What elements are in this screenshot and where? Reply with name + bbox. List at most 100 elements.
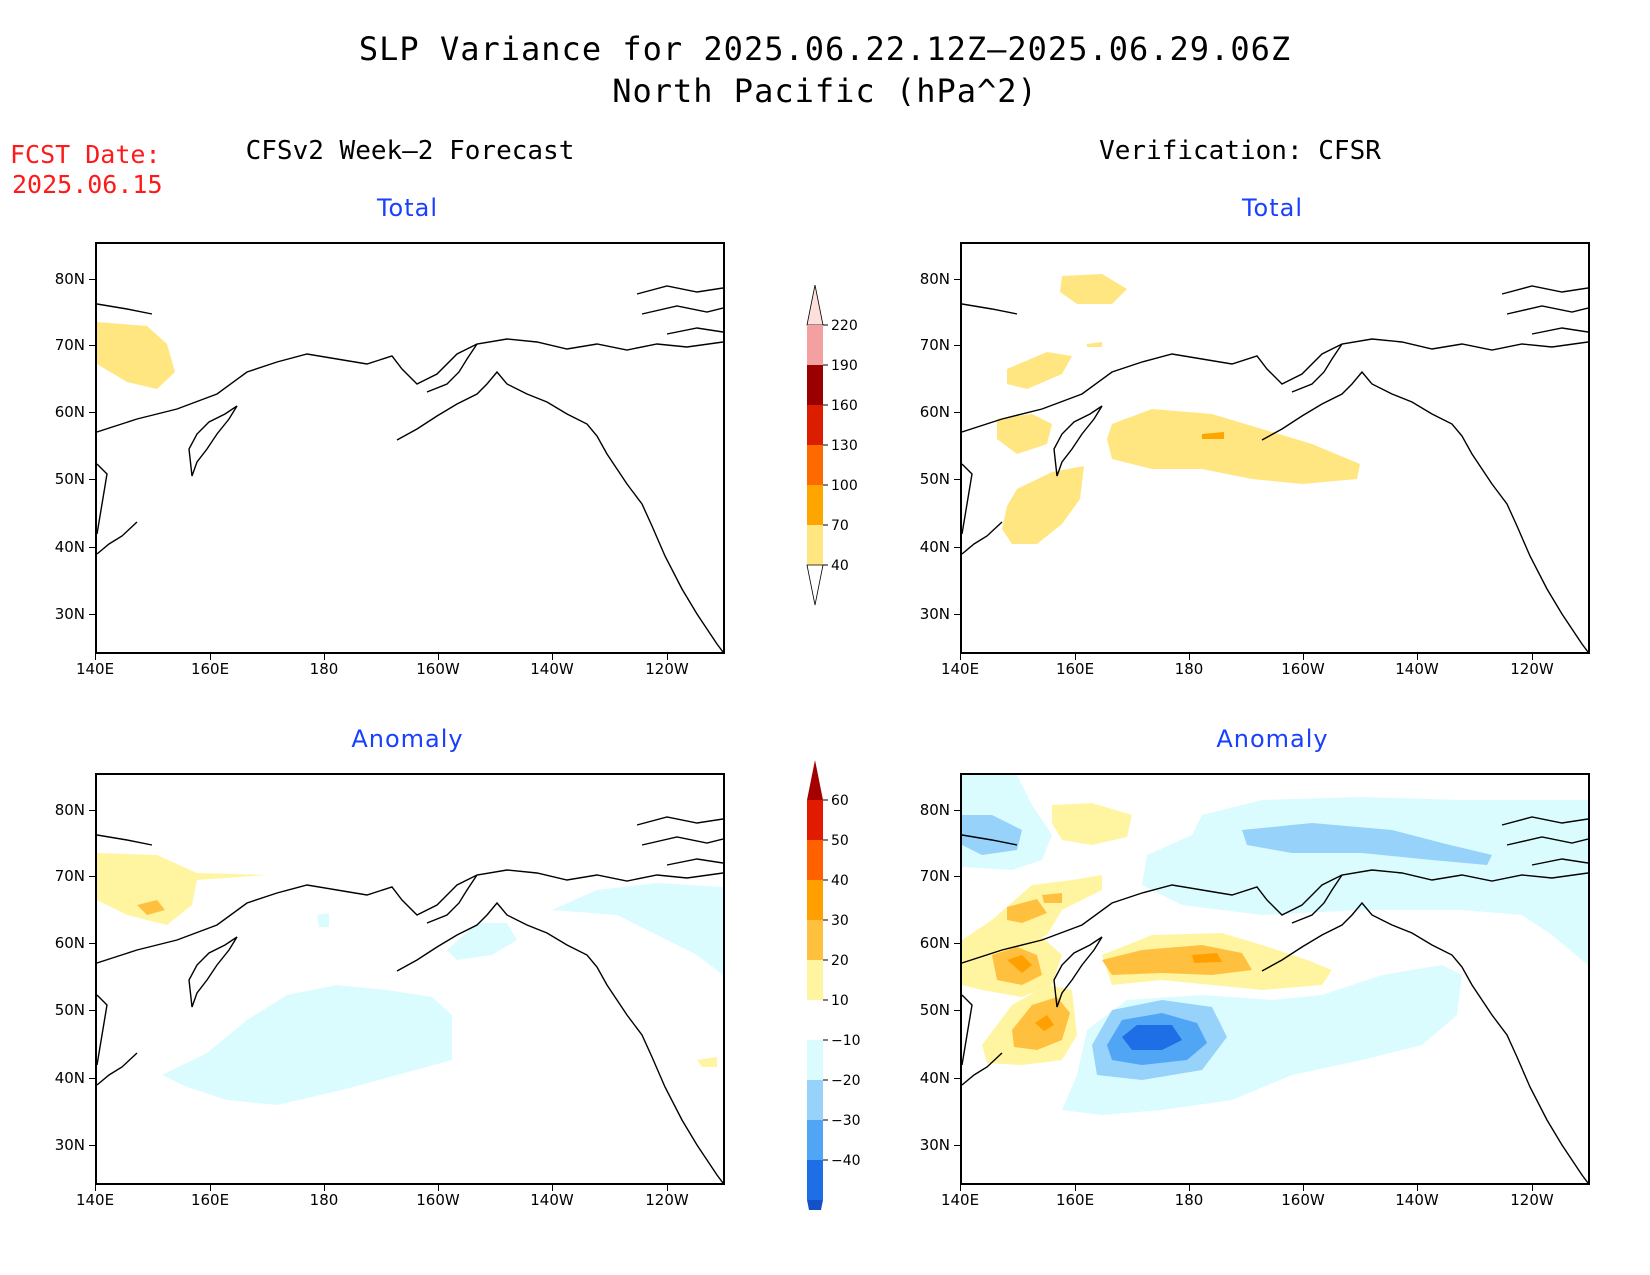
- colorbar-total-label: 70: [831, 518, 849, 534]
- coastline: [962, 816, 1588, 1183]
- lat-tick-mark: [954, 876, 960, 877]
- panel-title-forecast-total: Total: [376, 194, 439, 222]
- colorbar-anomaly-swatch: [807, 920, 823, 960]
- colorbar-anomaly-swatch: [807, 800, 823, 840]
- lon-tick-label: 160W: [416, 660, 460, 678]
- lon-tick-mark: [1417, 1185, 1418, 1191]
- colorbar-anomaly-label: −10: [831, 1033, 861, 1049]
- coastline: [97, 816, 723, 1183]
- colorbar-anomaly-swatch: [807, 1160, 823, 1200]
- lat-tick-label: 30N: [54, 1136, 85, 1154]
- lat-tick-mark: [954, 614, 960, 615]
- lon-tick-mark: [1532, 654, 1533, 660]
- lon-tick-label: 180: [1174, 660, 1204, 678]
- lat-tick-mark: [89, 810, 95, 811]
- colorbar-anomaly-swatch: [807, 880, 823, 920]
- lat-tick-mark: [89, 547, 95, 548]
- anomaly-fill-negative: [162, 883, 723, 1105]
- lon-tick-mark: [210, 1185, 211, 1191]
- lat-tick-mark: [89, 1010, 95, 1011]
- lat-tick-label: 30N: [919, 1136, 950, 1154]
- colorbar-anomaly-swatch: [807, 1000, 823, 1040]
- colorbar-anomaly-swatch: [807, 1040, 823, 1080]
- forecast-date-label: FCST Date:: [10, 140, 161, 169]
- anomaly-fill-negative-core: [1122, 1025, 1182, 1050]
- anomaly-fill-positive-30: [1007, 953, 1222, 1031]
- colorbar-total-label: 160: [831, 398, 858, 414]
- lat-tick-mark: [954, 943, 960, 944]
- lon-tick-mark: [960, 1185, 961, 1191]
- lon-tick-label: 160E: [1055, 1191, 1095, 1209]
- lat-tick-label: 70N: [919, 336, 950, 354]
- lat-tick-label: 40N: [919, 538, 950, 556]
- colorbar-anomaly-label: 50: [831, 833, 849, 849]
- lon-tick-mark: [1189, 654, 1190, 660]
- map-panel-forecast-total: [95, 242, 725, 654]
- panel-title-forecast-anomaly: Anomaly: [351, 725, 464, 753]
- lat-tick-mark: [89, 345, 95, 346]
- colorbar-anomaly-label: 30: [831, 913, 849, 929]
- lat-tick-label: 70N: [54, 336, 85, 354]
- lon-tick-label: 120W: [1510, 660, 1554, 678]
- lat-tick-mark: [954, 810, 960, 811]
- colorbar-anomaly-bottom-arrow: [807, 1200, 823, 1210]
- lat-tick-label: 80N: [54, 801, 85, 819]
- lat-tick-mark: [954, 1145, 960, 1146]
- colorbar-anomaly-swatch: [807, 1120, 823, 1160]
- colorbar-total-swatch: [807, 365, 823, 405]
- anomaly-fill-20: [137, 900, 165, 915]
- colorbar-anomaly-swatch: [807, 960, 823, 1000]
- colorbar-total-label: 190: [831, 358, 858, 374]
- colorbar-total-swatch: [807, 405, 823, 445]
- lon-tick-label: 140W: [1395, 660, 1439, 678]
- lat-tick-label: 80N: [919, 801, 950, 819]
- lat-tick-label: 80N: [54, 270, 85, 288]
- lon-tick-mark: [552, 654, 553, 660]
- lon-tick-label: 140E: [75, 660, 115, 678]
- lat-tick-mark: [89, 279, 95, 280]
- lon-tick-label: 140W: [1395, 1191, 1439, 1209]
- colorbar-anomaly-label: −20: [831, 1073, 861, 1089]
- main-title: SLP Variance for 2025.06.22.12Z—2025.06.…: [358, 30, 1292, 68]
- variance-fill-70: [1202, 432, 1224, 439]
- lon-tick-mark: [960, 654, 961, 660]
- lat-tick-mark: [954, 1078, 960, 1079]
- colorbar-total-swatch: [807, 485, 823, 525]
- lat-tick-mark: [954, 479, 960, 480]
- colorbar-anomaly: 60 50 40 30 20 10 −10 −20 −30 −40: [807, 760, 861, 1210]
- colorbar-total-bottom-arrow: [806, 564, 824, 606]
- lat-tick-mark: [954, 1010, 960, 1011]
- lon-tick-label: 160E: [1055, 660, 1095, 678]
- colorbar-total-swatch: [807, 325, 823, 365]
- forecast-date-value: 2025.06.15: [12, 170, 163, 199]
- lon-tick-label: 180: [309, 660, 339, 678]
- colorbar-anomaly-label: 60: [831, 793, 849, 809]
- colorbar-anomaly-top-arrow: [807, 760, 823, 800]
- lat-tick-label: 60N: [919, 934, 950, 952]
- lat-tick-label: 40N: [54, 538, 85, 556]
- lat-tick-label: 50N: [54, 470, 85, 488]
- lat-tick-mark: [89, 479, 95, 480]
- lat-tick-label: 60N: [54, 934, 85, 952]
- lat-tick-label: 40N: [54, 1069, 85, 1087]
- lon-tick-label: 140E: [75, 1191, 115, 1209]
- lon-tick-label: 160W: [1281, 660, 1325, 678]
- colorbar-anomaly-label: −40: [831, 1153, 861, 1169]
- lat-tick-mark: [954, 412, 960, 413]
- lon-tick-mark: [1417, 654, 1418, 660]
- lon-tick-mark: [1075, 654, 1076, 660]
- lon-tick-label: 160E: [190, 1191, 230, 1209]
- colorbar-total-label: 220: [831, 318, 858, 334]
- lat-tick-label: 80N: [919, 270, 950, 288]
- lon-tick-mark: [438, 654, 439, 660]
- lon-tick-mark: [1303, 1185, 1304, 1191]
- lon-tick-label: 140E: [940, 1191, 980, 1209]
- variance-fill-siberia: [97, 322, 175, 389]
- lat-tick-label: 50N: [54, 1001, 85, 1019]
- lat-tick-label: 50N: [919, 1001, 950, 1019]
- lon-tick-label: 180: [1174, 1191, 1204, 1209]
- lat-tick-mark: [89, 876, 95, 877]
- lat-tick-mark: [89, 1078, 95, 1079]
- colorbar-anomaly-label: −30: [831, 1113, 861, 1129]
- map-panel-verification-anomaly: [960, 773, 1590, 1185]
